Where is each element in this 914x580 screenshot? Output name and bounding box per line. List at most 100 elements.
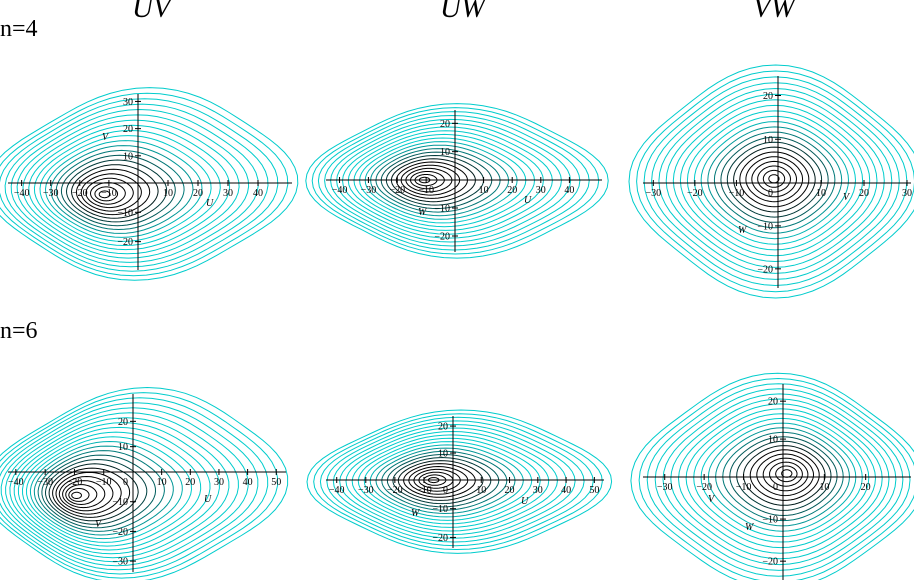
contour-line [677, 403, 883, 554]
contour-line [311, 107, 600, 255]
row-label-n6: n=6 [0, 318, 38, 344]
row-label-n4: n=4 [0, 16, 38, 42]
x-tick-label: 20 [861, 482, 871, 493]
contour-line [0, 92, 289, 277]
x-tick-label: −20 [387, 485, 403, 496]
contour-line [693, 413, 870, 543]
contour-line [55, 149, 185, 231]
contour-line [58, 475, 114, 512]
contour-line [0, 386, 289, 580]
y-tick-label: −30 [112, 557, 128, 568]
x-tick-label: 30 [536, 185, 546, 196]
x-tick-label: 30 [214, 477, 224, 488]
contour-line [736, 440, 832, 511]
contour-line [630, 372, 914, 580]
contour-line [39, 135, 212, 242]
contour-line [33, 445, 174, 536]
x-tick-label: 30 [533, 485, 543, 496]
y-tick-label: 20 [438, 422, 448, 433]
contour-line [317, 111, 590, 251]
y-tick-label: −10 [112, 497, 128, 508]
x-tick-label: 50 [271, 477, 281, 488]
contour-line [71, 491, 82, 499]
contour-line [50, 145, 194, 234]
x-tick-label: −30 [43, 188, 59, 199]
x-tick-label: −40 [329, 485, 345, 496]
contour-line [742, 445, 826, 506]
contour-line [305, 103, 609, 259]
contour-line [80, 173, 142, 212]
contour-line [65, 484, 98, 506]
contour-line [21, 431, 202, 547]
contour-line [707, 126, 843, 234]
contour-line [75, 168, 151, 216]
contour-line [757, 165, 792, 193]
x-tick-label: 40 [253, 188, 263, 199]
contour-line [10, 108, 259, 263]
contour-line [336, 122, 562, 239]
x-tick-label: 30 [902, 188, 912, 199]
x-tick-label: −20 [696, 482, 712, 493]
y-axis-label: W [738, 225, 748, 236]
y-tick-label: 20 [118, 417, 128, 428]
x-tick-label: 20 [193, 188, 203, 199]
panel-n6-vw: −30 −20 −10 10 20 −20 −10 10 20 0 V W [630, 372, 914, 580]
x-tick-label: −20 [389, 185, 405, 196]
origin-label: 0 [443, 485, 448, 496]
x-tick-label: −10 [418, 185, 434, 196]
x-tick-label: 10 [157, 477, 167, 488]
contour-line [693, 115, 857, 245]
x-tick-label: 50 [589, 485, 599, 496]
y-tick-label: −20 [434, 232, 450, 243]
y-tick-label: −20 [757, 264, 773, 275]
x-tick-label: 20 [185, 477, 195, 488]
y-tick-label: 10 [763, 135, 773, 146]
x-tick-label: 40 [564, 185, 574, 196]
contour-line [363, 441, 533, 521]
panel-n4-vw: −30 −20 −10 10 20 30 −20 −10 10 20 0 V W [628, 64, 914, 299]
x-tick-label: −10 [729, 188, 745, 199]
panel-n6-uv: −40 −30 −20 −10 10 20 30 40 50 −30 −20 −10 10 20 0 U V [0, 386, 289, 580]
contour-line [762, 169, 786, 188]
contour-line [55, 471, 122, 515]
x-tick-label: −30 [361, 185, 377, 196]
x-tick-label: 40 [243, 477, 253, 488]
x-tick-label: 30 [223, 188, 233, 199]
contour-line [679, 104, 871, 257]
panel-n6-uw: −40 −30 −20 −10 10 20 30 40 50 −20 −10 10 20 0 U W [306, 409, 613, 554]
x-tick-label: −30 [657, 482, 673, 493]
contour-line [29, 440, 183, 540]
contour-line [41, 454, 157, 529]
x-tick-label: −30 [358, 485, 374, 496]
contour-line [339, 427, 567, 536]
contour-line [636, 70, 914, 293]
x-tick-label: −20 [687, 188, 703, 199]
contour-line [0, 397, 269, 575]
contour-line [306, 409, 613, 554]
contour-line [749, 449, 820, 501]
column-title-vw: VW [753, 0, 798, 24]
contour-line [357, 437, 541, 525]
contour-line [62, 480, 106, 509]
contour-line [646, 383, 911, 577]
x-axis-label: V [708, 494, 716, 505]
contour-line [762, 457, 809, 492]
contour-line [720, 136, 829, 223]
x-tick-label: 20 [507, 185, 517, 196]
x-tick-label: 20 [505, 485, 515, 496]
contour-line [48, 463, 139, 522]
x-tick-label: −10 [96, 477, 112, 488]
x-tick-label: −30 [37, 477, 53, 488]
x-tick-label: 10 [163, 188, 173, 199]
x-tick-label: −30 [645, 188, 661, 199]
contour-line [4, 103, 269, 268]
x-tick-label: 20 [859, 188, 869, 199]
contour-line [628, 64, 914, 299]
y-tick-label: −20 [117, 237, 133, 248]
x-axis-label: U [524, 195, 532, 206]
x-tick-label: −10 [416, 485, 432, 496]
x-axis-label: U [204, 494, 212, 505]
y-tick-label: −10 [117, 208, 133, 219]
contour-line [713, 131, 836, 229]
y-axis-label: W [418, 207, 428, 218]
